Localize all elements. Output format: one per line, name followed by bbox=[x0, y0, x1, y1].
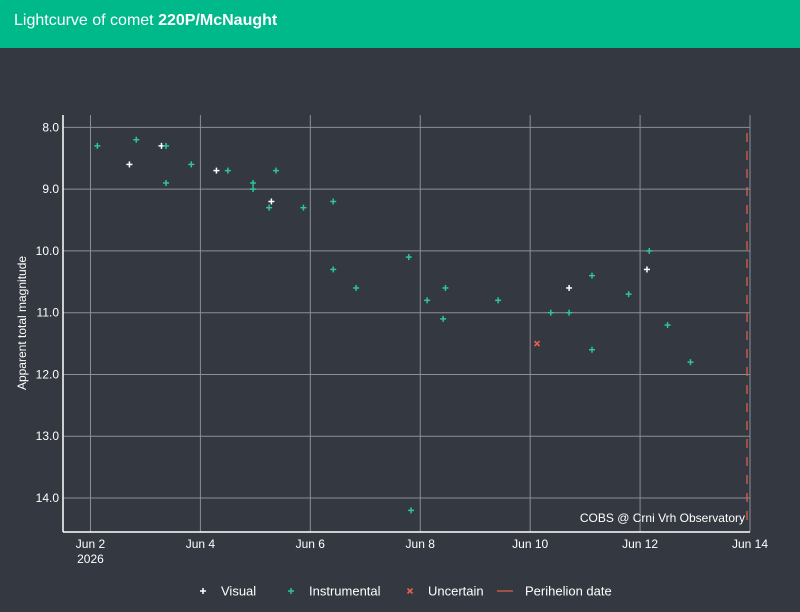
instrumental-point bbox=[424, 297, 431, 304]
legend-item-instrumental: Instrumental bbox=[288, 584, 381, 599]
title-bar: Lightcurve of comet 220P/McNaught bbox=[0, 0, 800, 48]
instrumental-point bbox=[330, 198, 337, 205]
instrumental-point bbox=[687, 359, 694, 366]
instrumental-point bbox=[547, 309, 554, 316]
y-tick-label: 8.0 bbox=[42, 120, 59, 134]
instrumental-point bbox=[272, 167, 279, 174]
source-annotation: COBS @ Crni Vrh Observatory bbox=[580, 511, 745, 525]
instrumental-point bbox=[353, 284, 360, 291]
x-tick-label: Jun 4 bbox=[186, 537, 216, 551]
y-tick-label: 9.0 bbox=[42, 182, 59, 196]
legend-item-visual: Visual bbox=[200, 584, 256, 599]
y-tick-label: 12.0 bbox=[36, 367, 60, 381]
instrumental-point bbox=[330, 266, 337, 273]
instrumental-point bbox=[405, 254, 412, 261]
y-tick-label: 11.0 bbox=[37, 306, 60, 320]
y-tick-label: 14.0 bbox=[36, 491, 60, 505]
x-tick-label: Jun 6 bbox=[296, 537, 326, 551]
instrumental-point bbox=[163, 142, 170, 149]
x-tick-label: Jun 12 bbox=[622, 537, 658, 551]
y-tick-label: 13.0 bbox=[36, 429, 60, 443]
instrumental-point bbox=[163, 179, 170, 186]
instrumental-point bbox=[300, 204, 307, 211]
uncertain-point bbox=[533, 340, 541, 347]
visual-point bbox=[566, 284, 573, 291]
instrumental-point bbox=[94, 142, 101, 149]
x-tick-label: Jun 10 bbox=[512, 537, 548, 551]
grid-lines bbox=[63, 115, 751, 532]
comet-name: 220P/McNaught bbox=[158, 12, 278, 29]
instrumental-point bbox=[566, 309, 573, 316]
lightcurve-chart: 8.0 9.0 10.0 11.0 12.0 13.0 14.0 Jun 2 Jun 4 Jun … bbox=[0, 48, 800, 607]
chart-svg: 8.0 9.0 10.0 11.0 12.0 13.0 14.0 Jun 2 Jun 4 Jun … bbox=[15, 115, 768, 599]
instrumental-point bbox=[250, 179, 257, 186]
legend-item-uncertain: Uncertain bbox=[406, 584, 484, 599]
instrumental-point bbox=[588, 272, 595, 279]
instrumental-point bbox=[408, 507, 415, 514]
x-tick-label: Jun 8 bbox=[406, 537, 436, 551]
visual-point bbox=[268, 198, 275, 205]
instrumental-point bbox=[250, 186, 257, 193]
title-prefix: Lightcurve of comet bbox=[14, 12, 159, 29]
instrumental-point bbox=[664, 322, 671, 329]
x-tick-label: Jun 2 bbox=[76, 537, 106, 551]
legend-label: Perihelion date bbox=[525, 584, 612, 599]
visual-point bbox=[213, 167, 220, 174]
instrumental-point bbox=[224, 167, 231, 174]
y-axis-label: Apparent total magnitude bbox=[15, 256, 29, 390]
y-tick-label: 10.0 bbox=[36, 244, 60, 258]
legend-item-perihelion-date: Perihelion date bbox=[497, 584, 612, 599]
x-tick-year: 2026 bbox=[77, 552, 104, 566]
instrumental-point bbox=[625, 291, 632, 298]
visual-point bbox=[643, 266, 650, 273]
instrumental-point bbox=[646, 247, 653, 254]
instrumental-point bbox=[442, 284, 449, 291]
instrumental-point bbox=[133, 136, 140, 143]
instrumental-point bbox=[266, 204, 273, 211]
instrumental-point bbox=[588, 346, 595, 353]
legend: Visual Instrumental Uncertain Perihelion da… bbox=[200, 584, 612, 599]
data-points bbox=[94, 136, 694, 514]
x-tick-label: Jun 14 bbox=[732, 537, 768, 551]
instrumental-point bbox=[495, 297, 502, 304]
instrumental-point bbox=[188, 161, 195, 168]
legend-label: Visual bbox=[221, 584, 256, 599]
legend-label: Instrumental bbox=[309, 584, 381, 599]
legend-label: Uncertain bbox=[428, 584, 484, 599]
visual-point bbox=[126, 161, 133, 168]
instrumental-point bbox=[440, 315, 447, 322]
axes: 8.0 9.0 10.0 11.0 12.0 13.0 14.0 Jun 2 Jun 4 Jun … bbox=[36, 115, 768, 566]
